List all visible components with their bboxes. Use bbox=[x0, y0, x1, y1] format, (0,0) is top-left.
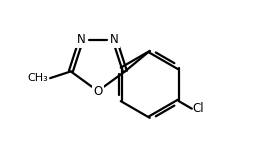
Text: N: N bbox=[110, 33, 119, 46]
Text: O: O bbox=[93, 85, 102, 98]
Text: Cl: Cl bbox=[193, 102, 204, 115]
Text: CH₃: CH₃ bbox=[28, 73, 48, 83]
Text: N: N bbox=[77, 33, 86, 46]
